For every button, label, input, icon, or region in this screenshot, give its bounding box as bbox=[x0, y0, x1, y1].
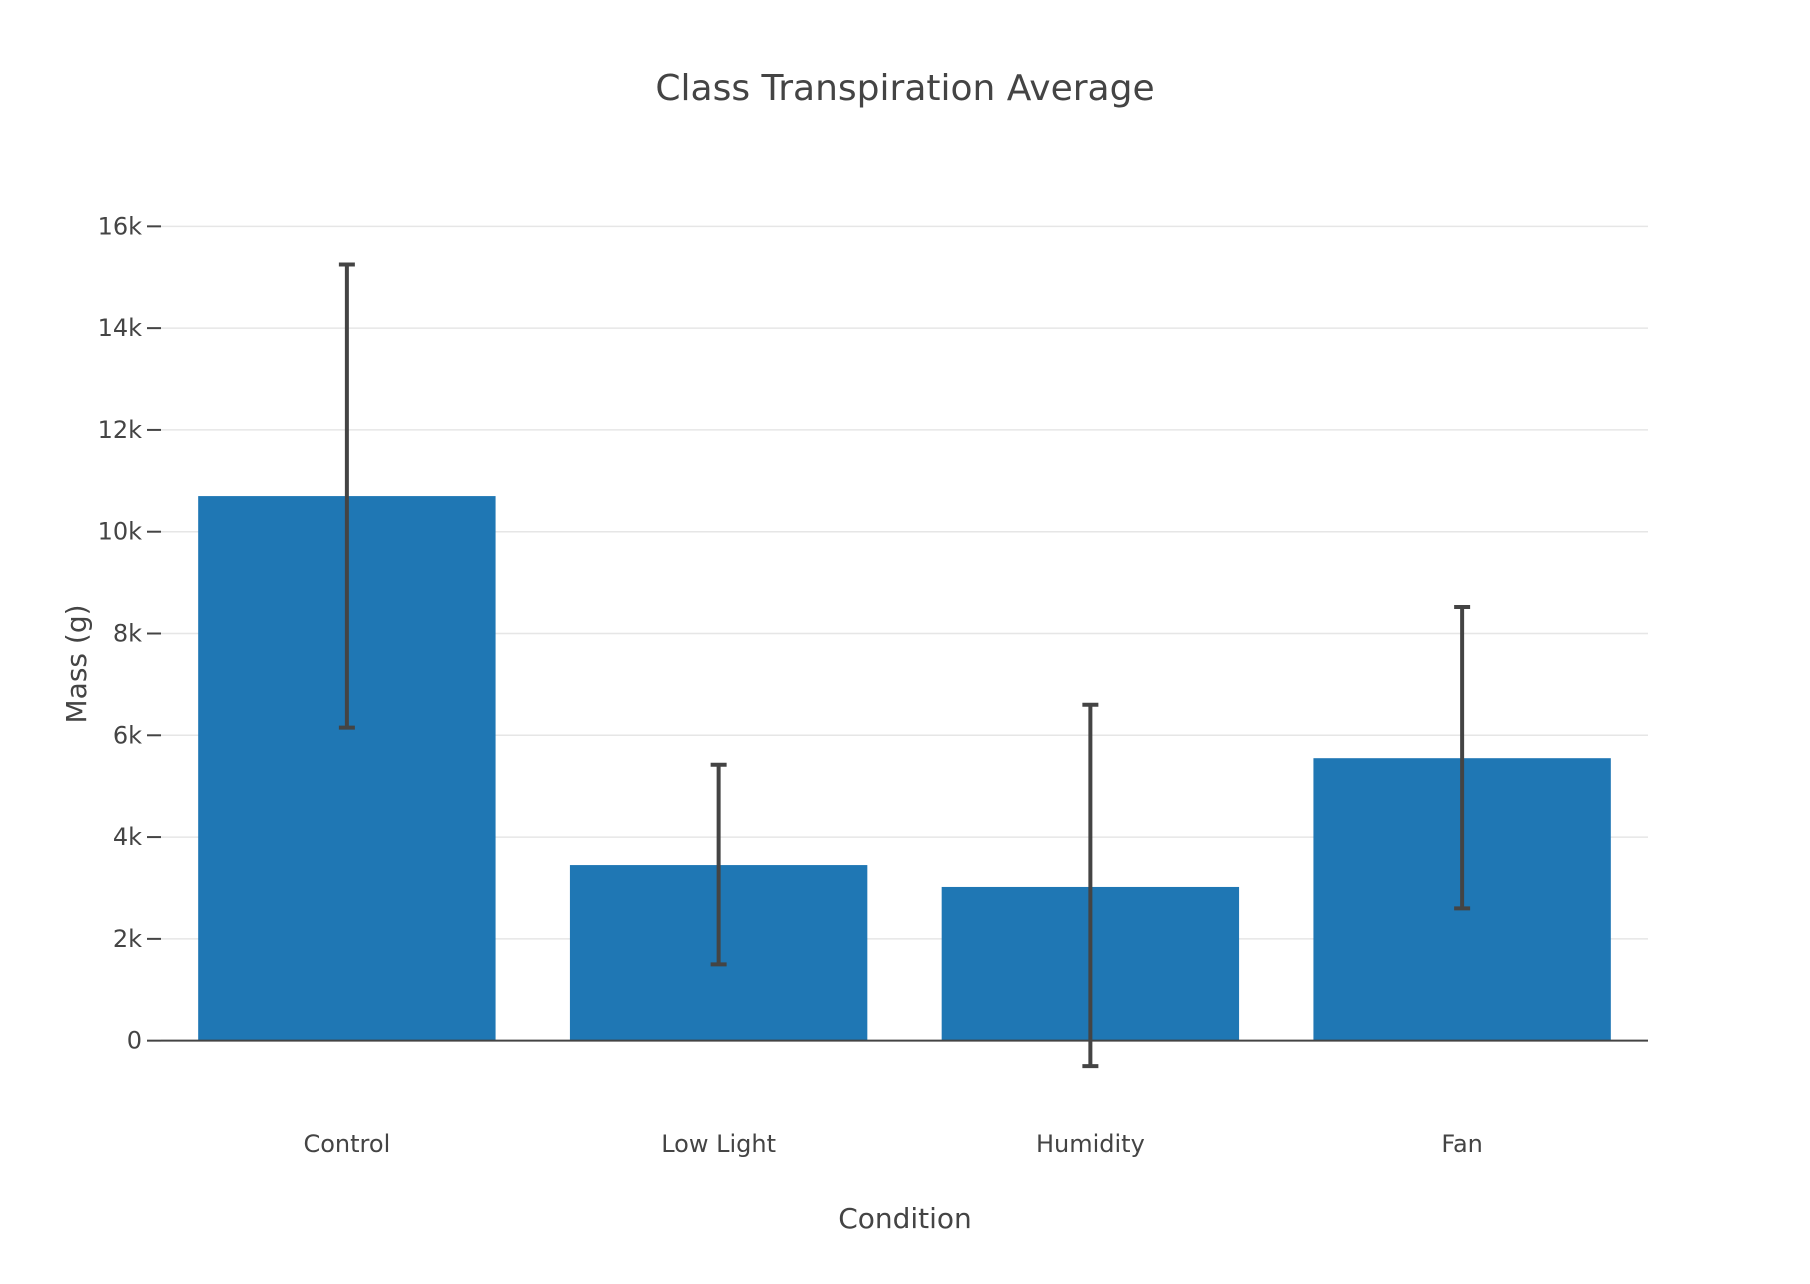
y-axis-title: Mass (g) bbox=[60, 604, 93, 723]
y-tick-label: 8k bbox=[113, 620, 142, 648]
chart-title: Class Transpiration Average bbox=[655, 68, 1154, 109]
x-tick-label: Control bbox=[303, 1130, 390, 1158]
x-axis-ticks: Control Low Light Humidity Fan bbox=[303, 1130, 1482, 1158]
bars bbox=[198, 496, 1611, 1041]
y-tick-label: 0 bbox=[127, 1027, 142, 1055]
y-tick-label: 2k bbox=[113, 925, 142, 953]
x-tick-label: Fan bbox=[1441, 1130, 1483, 1158]
x-tick-label: Low Light bbox=[661, 1130, 776, 1158]
y-tick-label: 10k bbox=[98, 518, 143, 546]
y-axis-ticks: 0 2k 4k 6k 8k 10k 12k 14k 16k bbox=[98, 212, 161, 1055]
y-tick-label: 4k bbox=[113, 823, 142, 851]
y-tick-label: 6k bbox=[113, 721, 142, 749]
y-tick-label: 12k bbox=[98, 416, 143, 444]
error-bars bbox=[338, 262, 1471, 1069]
x-tick-label: Humidity bbox=[1036, 1130, 1145, 1158]
x-axis-title: Condition bbox=[838, 1202, 972, 1235]
y-tick-label: 14k bbox=[98, 314, 143, 342]
y-tick-label: 16k bbox=[98, 212, 143, 240]
